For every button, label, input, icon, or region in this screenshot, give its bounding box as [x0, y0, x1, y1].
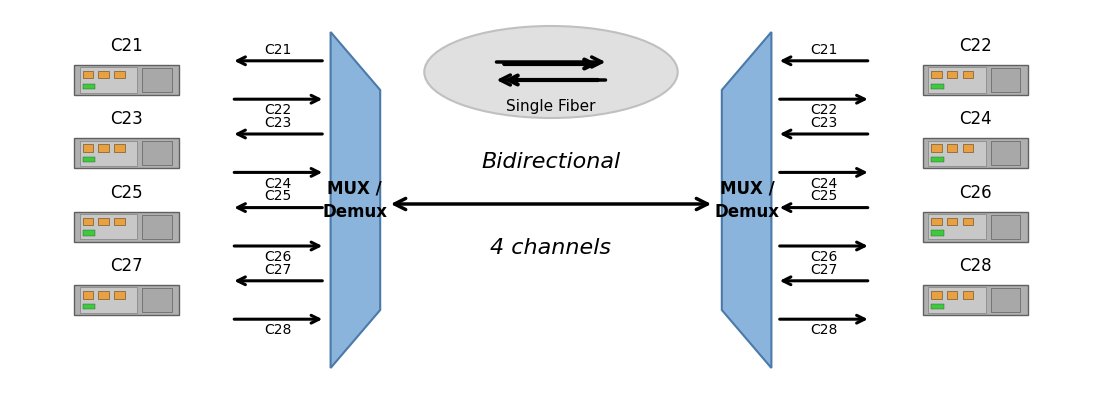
- FancyBboxPatch shape: [923, 138, 1027, 168]
- FancyBboxPatch shape: [75, 138, 179, 168]
- Text: C25: C25: [264, 190, 292, 203]
- Text: C28: C28: [264, 323, 292, 337]
- FancyBboxPatch shape: [142, 288, 172, 312]
- Text: C23: C23: [810, 116, 838, 130]
- Text: C27: C27: [810, 262, 838, 277]
- FancyBboxPatch shape: [928, 214, 985, 239]
- Text: C25: C25: [110, 184, 143, 202]
- Text: C22: C22: [810, 104, 838, 118]
- Text: C23: C23: [264, 116, 292, 130]
- Bar: [931, 157, 943, 162]
- Bar: [83, 304, 95, 309]
- Bar: [947, 218, 958, 225]
- Bar: [931, 218, 942, 225]
- Text: C26: C26: [810, 250, 838, 264]
- Bar: [98, 291, 109, 298]
- FancyBboxPatch shape: [79, 287, 137, 313]
- Bar: [931, 84, 943, 89]
- Polygon shape: [331, 32, 380, 368]
- Bar: [963, 291, 973, 298]
- Bar: [98, 71, 109, 78]
- Text: C25: C25: [810, 190, 838, 203]
- Bar: [947, 71, 958, 78]
- Bar: [963, 71, 973, 78]
- Text: C22: C22: [959, 37, 992, 55]
- Text: C28: C28: [959, 257, 992, 275]
- Bar: [931, 291, 942, 298]
- Text: MUX /
Demux: MUX / Demux: [323, 179, 387, 221]
- FancyBboxPatch shape: [923, 65, 1027, 95]
- FancyBboxPatch shape: [75, 285, 179, 315]
- Text: 4 channels: 4 channels: [490, 238, 612, 258]
- FancyBboxPatch shape: [142, 215, 172, 239]
- Bar: [115, 291, 125, 298]
- Text: C24: C24: [810, 177, 838, 191]
- Bar: [115, 71, 125, 78]
- Text: C22: C22: [264, 104, 292, 118]
- Bar: [947, 144, 958, 152]
- FancyBboxPatch shape: [142, 68, 172, 92]
- Text: C26: C26: [959, 184, 992, 202]
- Circle shape: [424, 26, 678, 118]
- Bar: [83, 230, 95, 236]
- Bar: [98, 144, 109, 152]
- Bar: [83, 144, 94, 152]
- Bar: [83, 157, 95, 162]
- Bar: [83, 71, 94, 78]
- Bar: [931, 230, 943, 236]
- Text: Single Fiber: Single Fiber: [506, 98, 596, 114]
- Bar: [963, 218, 973, 225]
- Text: Bidirectional: Bidirectional: [482, 152, 620, 172]
- Text: C26: C26: [264, 250, 292, 264]
- FancyBboxPatch shape: [991, 215, 1020, 239]
- Bar: [115, 218, 125, 225]
- FancyBboxPatch shape: [923, 212, 1027, 242]
- FancyBboxPatch shape: [79, 214, 137, 239]
- FancyBboxPatch shape: [142, 141, 172, 165]
- Text: C27: C27: [264, 262, 292, 277]
- Bar: [83, 218, 94, 225]
- Bar: [931, 304, 943, 309]
- FancyBboxPatch shape: [928, 67, 985, 92]
- FancyBboxPatch shape: [75, 65, 179, 95]
- Text: C21: C21: [110, 37, 143, 55]
- Bar: [931, 144, 942, 152]
- Text: C23: C23: [110, 110, 143, 128]
- FancyBboxPatch shape: [79, 140, 137, 166]
- Text: MUX /
Demux: MUX / Demux: [715, 179, 779, 221]
- Text: C21: C21: [264, 42, 292, 56]
- Bar: [98, 218, 109, 225]
- Bar: [931, 71, 942, 78]
- FancyBboxPatch shape: [991, 288, 1020, 312]
- FancyBboxPatch shape: [79, 67, 137, 92]
- FancyBboxPatch shape: [991, 68, 1020, 92]
- FancyBboxPatch shape: [75, 212, 179, 242]
- Bar: [947, 291, 958, 298]
- Bar: [83, 84, 95, 89]
- FancyBboxPatch shape: [923, 285, 1027, 315]
- Text: C27: C27: [110, 257, 143, 275]
- Bar: [963, 144, 973, 152]
- Polygon shape: [722, 32, 771, 368]
- Bar: [115, 144, 125, 152]
- Text: C24: C24: [264, 177, 292, 191]
- FancyBboxPatch shape: [928, 140, 985, 166]
- Text: C21: C21: [810, 42, 838, 56]
- FancyBboxPatch shape: [928, 287, 985, 313]
- Bar: [83, 291, 94, 298]
- Text: C24: C24: [959, 110, 992, 128]
- FancyBboxPatch shape: [991, 141, 1020, 165]
- Text: C28: C28: [810, 323, 838, 337]
